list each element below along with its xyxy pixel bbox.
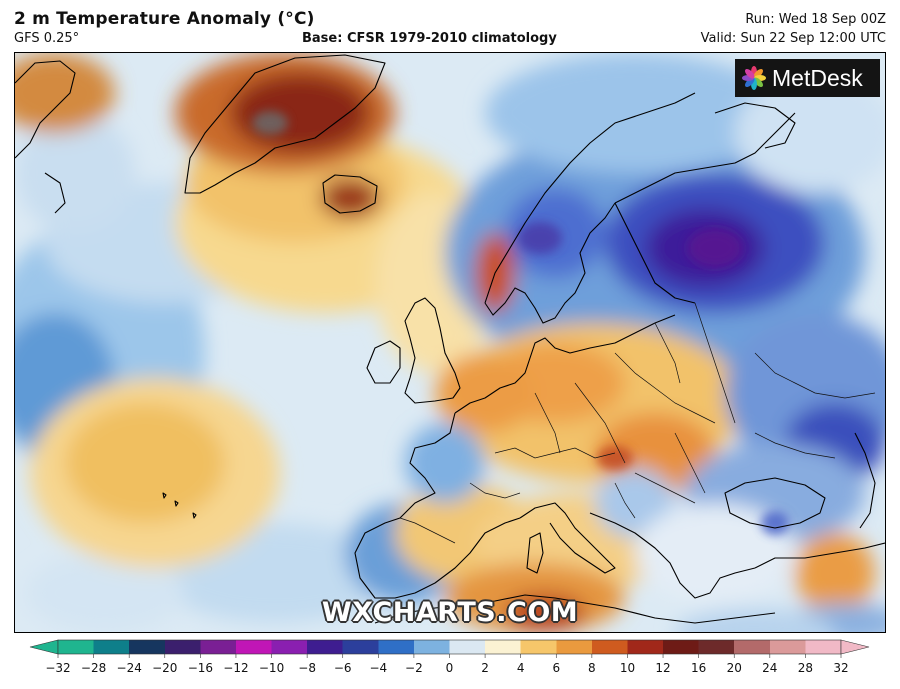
map-title: 2 m Temperature Anomaly (°C) [14, 9, 315, 29]
colorbar-tick-label: 24 [762, 661, 777, 675]
colorbar-tick-label: 2 [481, 661, 489, 675]
colorbar-tick-label: −10 [259, 661, 284, 675]
country-borders [399, 302, 876, 544]
metdesk-logo-text: MetDesk [772, 64, 863, 91]
colorbar-tick-label: 10 [620, 661, 635, 675]
colorbar-tick-label: 20 [727, 661, 742, 675]
colorbar-tick-label: −8 [298, 661, 316, 675]
colorbar-tick-label: 32 [833, 661, 848, 675]
colorbar-tick-label: 6 [552, 661, 560, 675]
metdesk-flower-icon [742, 66, 766, 90]
colorbar-tick-label: −12 [223, 661, 248, 675]
colorbar-tick-label: −6 [334, 661, 352, 675]
coastlines [15, 54, 885, 624]
colorbar-tick-label: −24 [117, 661, 142, 675]
colorbar-max-arrow [840, 639, 870, 655]
colorbar-tick-label: 16 [691, 661, 706, 675]
colorbar-tick-label: 28 [798, 661, 813, 675]
anomaly-detail [252, 111, 789, 535]
colorbar-tick-label: −16 [188, 661, 213, 675]
anomaly-colorbar: −32 −28 −24 −20 −16 −12 −10 −8 −6 −4 −2 0 2 4 6 8 10 12 16… [29, 639, 870, 675]
model-label: GFS 0.25° [14, 31, 80, 46]
colorbar-tick-label: 8 [588, 661, 596, 675]
metdesk-logo: MetDesk [735, 59, 880, 97]
wxcharts-watermark: WXCHARTS.COM [321, 597, 579, 628]
colorbar-tick-label: −2 [405, 661, 423, 675]
colorbar-tick-label: 4 [517, 661, 525, 675]
valid-time-label: Valid: Sun 22 Sep 12:00 UTC [700, 31, 886, 46]
colorbar-tick-label: 12 [655, 661, 670, 675]
colorbar-scale [57, 639, 842, 655]
run-time-label: Run: Wed 18 Sep 00Z [745, 12, 886, 27]
temperature-anomaly-map: MetDesk WXCHARTS.COM [14, 52, 886, 633]
colorbar-ticks: −32 −28 −24 −20 −16 −12 −10 −8 −6 −4 −2 0 2 4 6 8 10 12 16… [45, 654, 849, 675]
colorbar-tick-label: −28 [81, 661, 106, 675]
colorbar-min-arrow [29, 639, 59, 655]
colorbar-tick-label: 0 [446, 661, 454, 675]
map-canvas [15, 53, 885, 632]
colorbar-tick-label: −32 [45, 661, 70, 675]
climatology-base-label: Base: CFSR 1979-2010 climatology [302, 31, 557, 46]
colorbar-tick-label: −4 [369, 661, 387, 675]
colorbar-tick-label: −20 [152, 661, 177, 675]
anomaly-field [15, 53, 885, 632]
